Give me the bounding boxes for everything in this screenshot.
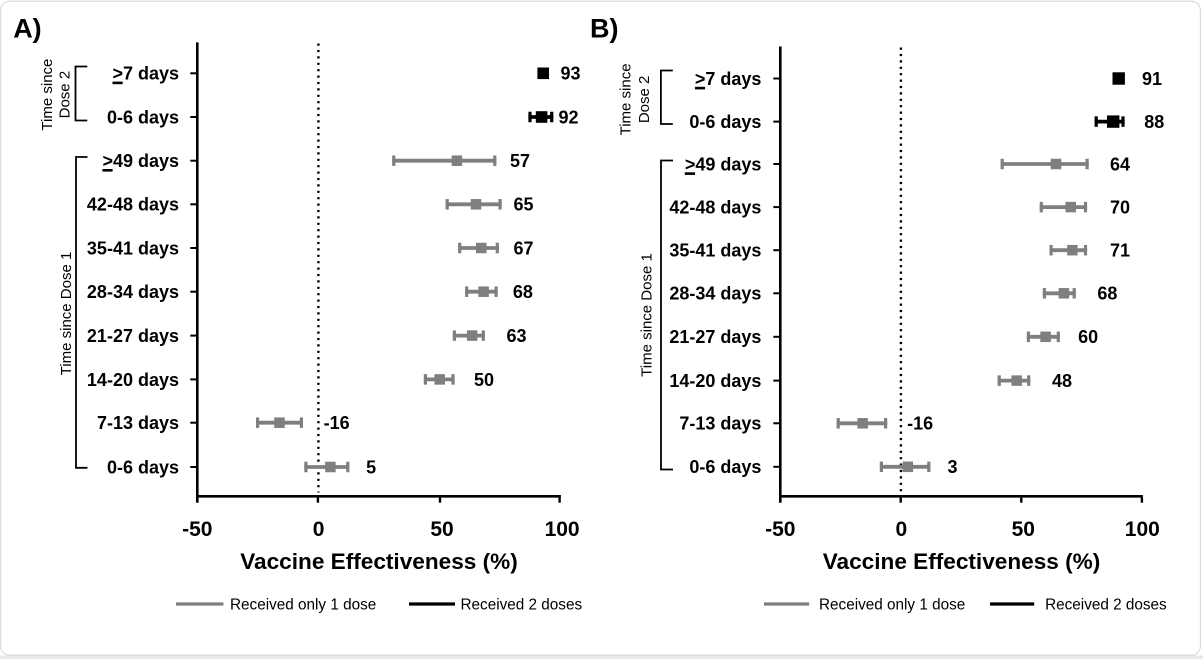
svg-text:-50: -50: [182, 518, 212, 541]
svg-text:0-6 days: 0-6 days: [107, 457, 179, 477]
svg-text:>49 days: >49 days: [102, 151, 179, 171]
svg-text:64: 64: [1110, 154, 1130, 174]
svg-text:-50: -50: [765, 518, 795, 541]
svg-text:68: 68: [513, 282, 533, 302]
svg-text:0-6 days: 0-6 days: [689, 457, 761, 477]
svg-text:Received 2 doses: Received 2 doses: [461, 596, 583, 613]
svg-text:0-6 days: 0-6 days: [107, 107, 179, 127]
svg-text:65: 65: [514, 195, 534, 215]
svg-text:7-13 days: 7-13 days: [97, 413, 179, 433]
svg-text:>49 days: >49 days: [685, 154, 762, 174]
svg-text:21-27 days: 21-27 days: [87, 326, 179, 346]
svg-text:-16: -16: [907, 414, 933, 434]
svg-text:28-34 days: 28-34 days: [87, 282, 179, 302]
svg-text:5: 5: [366, 457, 376, 477]
svg-text:>7 days: >7 days: [695, 69, 762, 89]
svg-text:Time since Dose 1: Time since Dose 1: [639, 253, 656, 377]
svg-text:0: 0: [313, 518, 325, 541]
svg-text:35-41 days: 35-41 days: [87, 238, 179, 258]
svg-text:91: 91: [1142, 69, 1162, 89]
svg-text:Time since: Time since: [617, 63, 634, 135]
svg-text:48: 48: [1052, 371, 1072, 391]
svg-text:100: 100: [545, 518, 580, 541]
svg-text:14-20 days: 14-20 days: [87, 370, 179, 390]
svg-text:50: 50: [474, 370, 494, 390]
svg-text:50: 50: [430, 518, 453, 541]
svg-text:Received only 1 dose: Received only 1 dose: [230, 596, 376, 613]
svg-text:Dose 2: Dose 2: [56, 71, 73, 119]
svg-text:100: 100: [1125, 518, 1160, 541]
svg-text:70: 70: [1110, 198, 1130, 218]
svg-text:A): A): [13, 13, 42, 43]
svg-text:Time since Dose 1: Time since Dose 1: [58, 252, 75, 376]
svg-text:50: 50: [1012, 518, 1035, 541]
svg-text:35-41 days: 35-41 days: [669, 241, 761, 261]
svg-text:57: 57: [510, 151, 530, 171]
svg-text:0: 0: [896, 518, 908, 541]
svg-text:28-34 days: 28-34 days: [669, 284, 761, 304]
svg-text:60: 60: [1078, 327, 1098, 347]
svg-text:93: 93: [561, 64, 581, 84]
svg-text:92: 92: [559, 107, 579, 127]
svg-text:67: 67: [514, 238, 534, 258]
svg-text:Dose 2: Dose 2: [636, 76, 653, 124]
svg-text:21-27 days: 21-27 days: [669, 327, 761, 347]
svg-text:71: 71: [1110, 241, 1130, 261]
svg-text:68: 68: [1097, 284, 1117, 304]
svg-text:7-13 days: 7-13 days: [679, 414, 761, 434]
svg-text:Time since: Time since: [39, 59, 56, 131]
svg-text:88: 88: [1144, 112, 1164, 132]
svg-text:B): B): [590, 13, 619, 43]
svg-text:Vaccine Effectiveness (%): Vaccine Effectiveness (%): [240, 549, 518, 574]
svg-text:42-48 days: 42-48 days: [87, 195, 179, 215]
svg-text:0-6 days: 0-6 days: [689, 112, 761, 132]
svg-text:Received only 1 dose: Received only 1 dose: [819, 596, 965, 613]
svg-text:42-48 days: 42-48 days: [669, 198, 761, 218]
svg-text:63: 63: [507, 326, 527, 346]
svg-text:-16: -16: [324, 413, 350, 433]
svg-text:Received 2 doses: Received 2 doses: [1045, 596, 1167, 613]
svg-text:>7 days: >7 days: [112, 64, 179, 84]
svg-text:Vaccine Effectiveness (%): Vaccine Effectiveness (%): [823, 549, 1101, 574]
svg-text:3: 3: [948, 457, 958, 477]
svg-text:14-20 days: 14-20 days: [669, 371, 761, 391]
